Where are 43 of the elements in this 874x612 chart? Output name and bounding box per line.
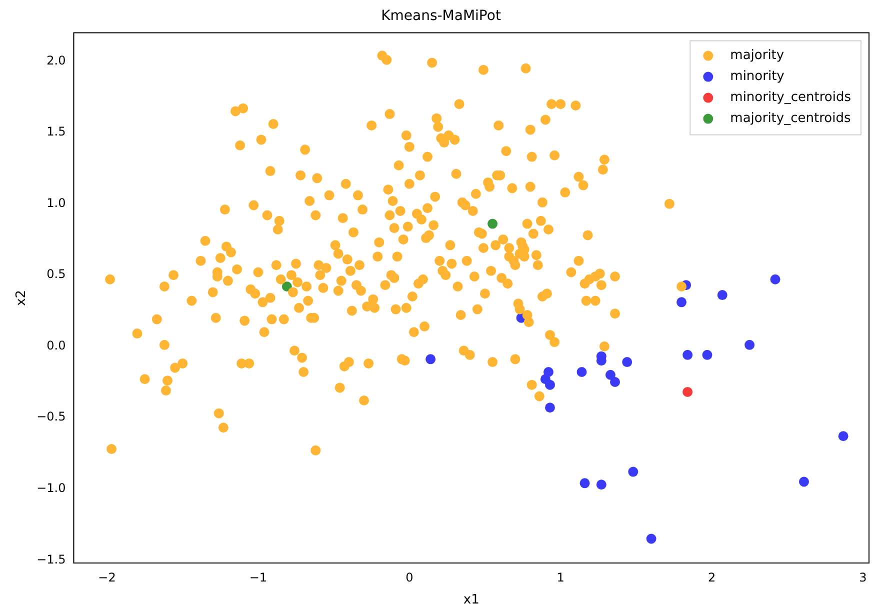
point bbox=[744, 340, 755, 350]
x-tick-label: −2 bbox=[98, 570, 116, 584]
point bbox=[838, 431, 848, 442]
point bbox=[544, 402, 555, 413]
point bbox=[596, 480, 606, 490]
y-tick-label: −1.0 bbox=[36, 481, 66, 496]
point bbox=[770, 274, 780, 284]
x-axis-title: x1 bbox=[463, 592, 480, 608]
point bbox=[605, 370, 616, 380]
point bbox=[676, 297, 687, 308]
point bbox=[544, 380, 555, 390]
y-tick-label: 1.5 bbox=[46, 124, 66, 139]
y-tick-label: 2.0 bbox=[46, 53, 66, 68]
point bbox=[488, 218, 498, 229]
y-axis-title: x2 bbox=[14, 290, 30, 306]
point bbox=[628, 466, 638, 477]
x-tick-label: 0 bbox=[406, 570, 414, 584]
chart-title: Kmeans-MaMiPot bbox=[381, 8, 502, 24]
x-tick-label: 2 bbox=[708, 570, 716, 584]
point bbox=[682, 386, 693, 397]
point bbox=[576, 367, 587, 378]
x-tick-label: 3 bbox=[859, 570, 867, 584]
x-tick-label: −1 bbox=[249, 570, 268, 584]
point bbox=[702, 350, 712, 360]
point bbox=[580, 478, 590, 488]
y-tick-label: −1.5 bbox=[36, 552, 66, 566]
point bbox=[610, 376, 620, 387]
point bbox=[798, 476, 809, 487]
y-tick-label: −0.5 bbox=[36, 410, 66, 424]
point bbox=[646, 534, 656, 544]
point bbox=[426, 354, 436, 364]
point bbox=[717, 290, 728, 300]
legend-label: minority bbox=[730, 69, 785, 84]
y-tick-label: 0.0 bbox=[46, 338, 66, 352]
y-tick-label: 1.0 bbox=[46, 196, 66, 210]
point bbox=[622, 357, 632, 368]
x-tick-label: 1 bbox=[556, 570, 564, 584]
legend-label: minority_centroids bbox=[730, 90, 852, 106]
point bbox=[682, 350, 693, 360]
legend-label: majority_centroids bbox=[730, 111, 851, 126]
legend-label: majority bbox=[730, 48, 784, 64]
y-tick-label: 0.5 bbox=[46, 267, 66, 282]
point bbox=[282, 282, 292, 292]
